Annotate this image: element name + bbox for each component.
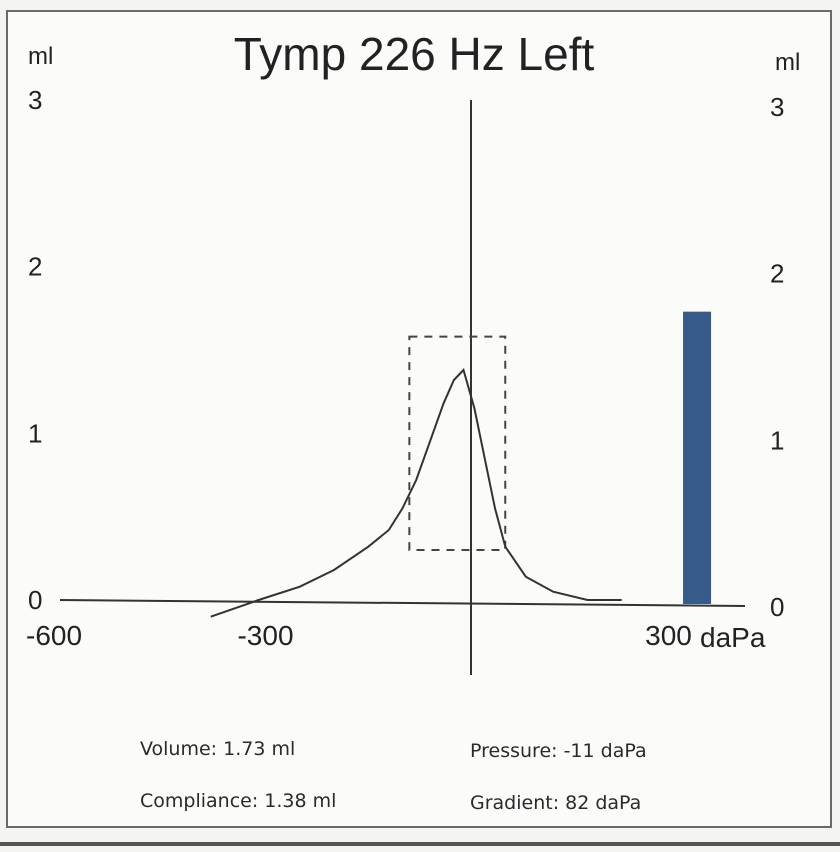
x-axis-line [59, 599, 746, 607]
y-tick-label-right: 1 [770, 425, 784, 455]
y-tick-label-left: 0 [28, 585, 42, 615]
volume-readout: Volume: 1.73 ml [140, 738, 296, 760]
x-tick-label: -300 [237, 620, 293, 651]
x-unit-label: daPa [700, 622, 766, 653]
x-tick-label: 300 [645, 620, 692, 651]
gradient-readout: Gradient: 82 daPa [470, 792, 642, 814]
y-unit-left: ml [28, 43, 53, 70]
x-tick-label: -600 [26, 620, 82, 651]
volume-bar [683, 311, 712, 604]
y-tick-label-left: 3 [28, 85, 42, 115]
y-tick-label-left: 2 [28, 252, 42, 282]
y-unit-right: ml [775, 49, 800, 76]
chart-title: Tymp 226 Hz Left [234, 28, 595, 80]
y-tick-label-right: 2 [770, 259, 784, 289]
y-tick-label-right: 3 [770, 92, 784, 122]
pressure-window-box [408, 335, 507, 551]
compliance-readout: Compliance: 1.38 ml [140, 790, 337, 812]
pressure-readout: Pressure: -11 daPa [470, 740, 647, 762]
page-divider [0, 842, 840, 846]
tympanogram-curve [210, 368, 622, 618]
y-tick-label-right: 0 [770, 592, 784, 622]
y-tick-label-left: 1 [28, 418, 42, 448]
